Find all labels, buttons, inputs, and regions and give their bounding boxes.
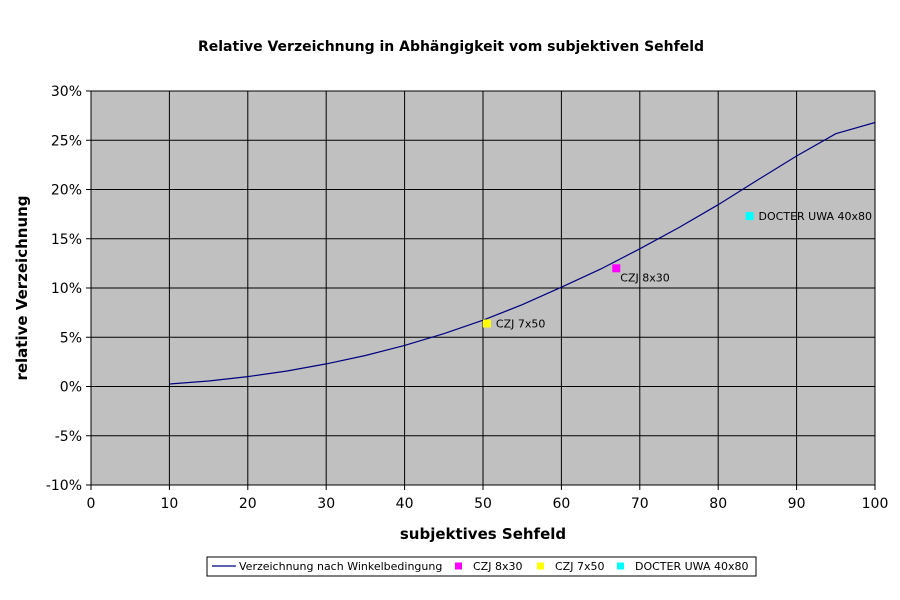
- series-layer: CZJ 8x30 CZJ 7x50 DOCTER UWA 40x80: [169, 121, 876, 385]
- legend-label: DOCTER UWA 40x80: [635, 560, 748, 573]
- x-axis-ticks: 0 10 20 30 40 50 60 70 80 90 100: [87, 485, 889, 512]
- data-point-marker: [482, 319, 491, 328]
- legend-items: Verzeichnung nach Winkelbedingung CZJ 8x3…: [212, 560, 748, 573]
- y-tick-label: -10%: [46, 478, 82, 494]
- y-tick-label: 25%: [51, 133, 82, 149]
- x-tick-label: 40: [396, 496, 414, 512]
- legend-label: CZJ 7x50: [555, 560, 604, 573]
- series-line: [169, 121, 876, 385]
- x-tick-label: 60: [552, 496, 570, 512]
- legend-marker-swatch: [617, 562, 624, 570]
- x-tick-label: 0: [87, 496, 96, 512]
- x-tick-label: 70: [631, 496, 649, 512]
- y-tick-label: 20%: [51, 183, 82, 199]
- y-axis-ticks: -10% -5% 0% 5% 10% 15% 20% 25% 30%: [46, 84, 91, 494]
- chart-title: Relative Verzeichnung in Abhängigkeit vo…: [198, 39, 704, 55]
- x-tick-label: 10: [160, 496, 178, 512]
- y-tick-label: 0%: [60, 380, 82, 396]
- y-tick-label: 5%: [60, 330, 82, 346]
- y-tick-label: -5%: [55, 429, 82, 445]
- x-tick-label: 20: [239, 496, 257, 512]
- data-point-marker: [745, 212, 754, 221]
- x-axis-title: subjektives Sehfeld: [400, 525, 566, 543]
- y-axis-title: relative Verzeichnung: [13, 195, 31, 380]
- legend-label: CZJ 8x30: [473, 560, 522, 573]
- x-tick-label: 80: [709, 496, 727, 512]
- legend-marker-swatch: [455, 562, 462, 570]
- x-tick-label: 100: [862, 496, 889, 512]
- legend-box: [206, 556, 757, 577]
- legend: Verzeichnung nach Winkelbedingung CZJ 8x3…: [206, 556, 757, 577]
- y-tick-label: 30%: [51, 84, 82, 100]
- y-tick-label: 10%: [51, 281, 82, 297]
- data-point-label: CZJ 8x30: [620, 271, 669, 284]
- y-tick-label: 15%: [51, 232, 82, 248]
- x-tick-label: 50: [474, 496, 492, 512]
- data-point-label: CZJ 7x50: [496, 317, 545, 330]
- legend-label: Verzeichnung nach Winkelbedingung: [239, 560, 442, 573]
- x-tick-label: 30: [317, 496, 335, 512]
- x-tick-label: 90: [788, 496, 806, 512]
- legend-marker-swatch: [537, 562, 544, 570]
- data-point-marker: [612, 264, 621, 273]
- data-point-label: DOCTER UWA 40x80: [759, 210, 872, 223]
